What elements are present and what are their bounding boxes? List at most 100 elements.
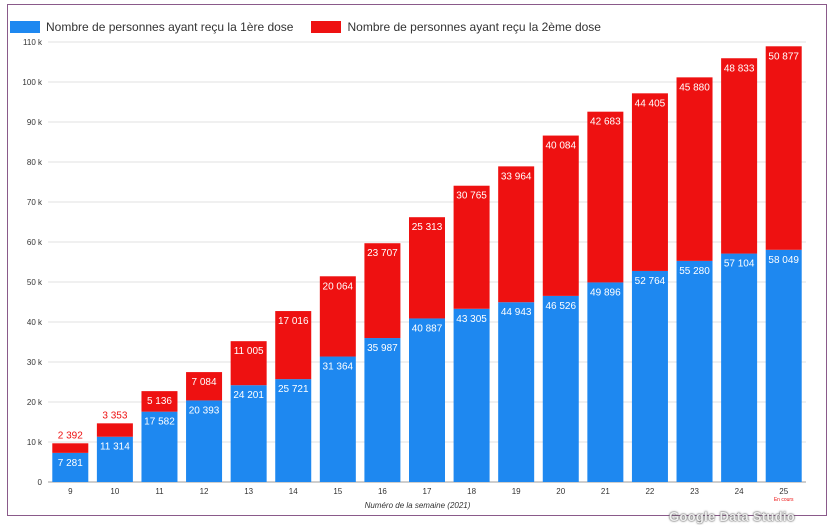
data-label-first-dose: 44 943 <box>501 307 532 318</box>
legend-item-first-dose[interactable]: Nombre de personnes ayant reçu la 1ère d… <box>10 20 293 34</box>
data-label-first-dose: 40 887 <box>412 323 443 334</box>
data-label-first-dose: 43 305 <box>456 314 487 325</box>
bar-first-dose <box>765 249 802 482</box>
bar-first-dose <box>587 282 624 482</box>
x-tick-label: 19 <box>512 487 521 496</box>
bar-first-dose <box>186 400 223 482</box>
data-label-first-dose: 17 582 <box>144 417 175 428</box>
x-tick-label: 18 <box>467 487 476 496</box>
x-tick-label: 10 <box>110 487 119 496</box>
bar-first-dose <box>453 308 490 482</box>
x-tick-label: 12 <box>200 487 209 496</box>
data-label-second-dose: 23 707 <box>367 248 398 259</box>
legend-label-first-dose: Nombre de personnes ayant reçu la 1ère d… <box>46 20 294 34</box>
y-tick-label: 0 <box>38 478 43 487</box>
x-tick-label: 13 <box>244 487 253 496</box>
bar-second-dose <box>230 341 267 386</box>
x-tick-note: En cours <box>774 497 794 503</box>
bar-first-dose <box>409 318 445 482</box>
x-tick-label: 24 <box>735 487 744 496</box>
data-label-second-dose: 17 016 <box>278 316 309 327</box>
bar-second-dose <box>587 111 624 283</box>
y-tick-label: 70 k <box>27 198 43 207</box>
legend-item-second-dose[interactable]: Nombre de personnes ayant reçu la 2ème d… <box>311 20 601 34</box>
bar-first-dose <box>721 253 758 482</box>
data-label-second-dose: 42 683 <box>590 117 621 128</box>
data-label-second-dose: 30 765 <box>456 191 487 202</box>
bar-second-dose <box>364 243 401 339</box>
x-tick-label: 25 <box>779 487 788 496</box>
data-label-second-dose: 40 084 <box>545 141 576 152</box>
data-label-second-dose: 3 353 <box>102 410 127 421</box>
bar-first-dose <box>364 338 401 482</box>
bar-first-dose <box>141 411 178 482</box>
x-tick-label: 23 <box>690 487 699 496</box>
y-tick-label: 110 k <box>23 38 43 47</box>
bar-second-dose <box>721 58 758 254</box>
data-label-second-dose: 5 136 <box>147 396 172 407</box>
watermark-logo: Google Data Studio <box>668 509 795 524</box>
y-tick-label: 90 k <box>27 118 43 127</box>
y-tick-label: 80 k <box>27 158 43 167</box>
y-tick-label: 20 k <box>27 398 43 407</box>
data-label-second-dose: 2 392 <box>58 430 83 441</box>
data-label-first-dose: 20 393 <box>189 405 220 416</box>
bar-first-dose <box>275 379 312 482</box>
data-label-second-dose: 7 084 <box>192 377 217 388</box>
data-label-first-dose: 49 896 <box>590 287 621 298</box>
bar-first-dose <box>498 302 535 482</box>
y-tick-label: 60 k <box>27 238 43 247</box>
y-tick-label: 30 k <box>27 358 43 367</box>
data-label-second-dose: 50 877 <box>768 51 799 62</box>
x-tick-label: 16 <box>378 487 387 496</box>
bar-second-dose <box>186 372 223 401</box>
y-tick-label: 10 k <box>27 438 43 447</box>
legend-swatch-first-dose <box>10 21 40 33</box>
chart-legend: Nombre de personnes ayant reçu la 1ère d… <box>10 20 619 34</box>
y-tick-label: 50 k <box>27 278 43 287</box>
bar-second-dose <box>498 166 535 303</box>
data-label-second-dose: 44 405 <box>635 98 666 109</box>
bar-first-dose <box>631 270 668 482</box>
data-label-second-dose: 20 064 <box>323 281 354 292</box>
x-tick-label: 22 <box>645 487 654 496</box>
data-label-first-dose: 24 201 <box>233 390 264 401</box>
data-label-first-dose: 35 987 <box>367 343 398 354</box>
bar-first-dose <box>230 385 267 482</box>
bar-second-dose <box>676 77 713 261</box>
x-tick-label: 20 <box>556 487 565 496</box>
x-tick-label: 9 <box>68 487 73 496</box>
data-label-first-dose: 7 281 <box>58 458 83 469</box>
bar-first-dose <box>52 452 89 482</box>
bar-second-dose <box>631 93 668 271</box>
x-tick-label: 17 <box>423 487 432 496</box>
data-label-first-dose: 58 049 <box>768 255 799 266</box>
bar-second-dose <box>542 135 579 296</box>
data-label-first-dose: 25 721 <box>278 384 309 395</box>
y-tick-label: 40 k <box>27 318 43 327</box>
bar-second-dose <box>765 46 802 250</box>
x-tick-label: 14 <box>289 487 298 496</box>
data-label-second-dose: 48 833 <box>724 63 755 74</box>
bar-first-dose <box>96 436 133 482</box>
bar-second-dose <box>141 391 178 412</box>
data-label-first-dose: 46 526 <box>545 301 576 312</box>
data-label-first-dose: 11 314 <box>100 442 130 453</box>
bar-second-dose <box>52 443 89 453</box>
x-tick-label: 21 <box>601 487 610 496</box>
y-tick-label: 100 k <box>22 78 43 87</box>
bar-first-dose <box>319 356 356 482</box>
data-label-first-dose: 31 364 <box>323 362 354 373</box>
data-label-second-dose: 45 880 <box>679 82 710 93</box>
data-label-first-dose: 52 764 <box>635 276 666 287</box>
data-label-second-dose: 11 005 <box>234 346 264 357</box>
x-tick-label: 15 <box>333 487 342 496</box>
legend-swatch-second-dose <box>311 21 342 33</box>
legend-label-second-dose: Nombre de personnes ayant reçu la 2ème d… <box>347 20 601 34</box>
chart-frame <box>7 4 827 516</box>
data-label-first-dose: 55 280 <box>679 266 710 277</box>
bar-second-dose <box>453 185 490 309</box>
data-label-second-dose: 33 964 <box>501 171 532 182</box>
bar-second-dose <box>409 217 445 319</box>
